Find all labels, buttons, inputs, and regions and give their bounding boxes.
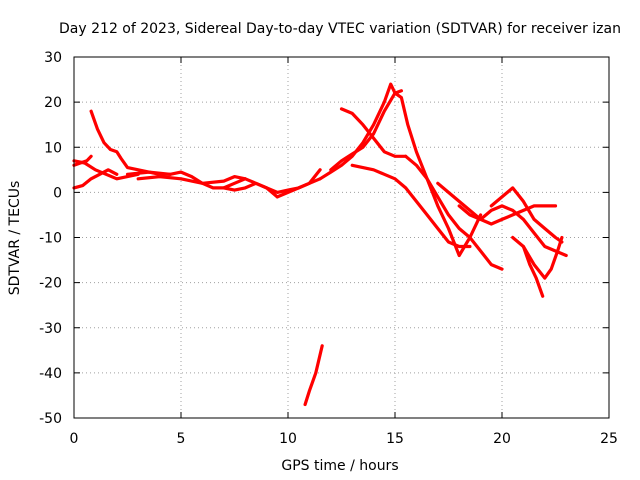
series-arc-11 — [329, 89, 403, 172]
x-tick-label: 10 — [279, 431, 297, 447]
series-arc-4 — [89, 109, 172, 176]
series-arc-3 — [72, 154, 93, 167]
series-arc-14 — [393, 91, 483, 258]
y-tick-label: -20 — [39, 276, 62, 292]
series-layer — [72, 82, 568, 407]
chart-title: Day 212 of 2023, Sidereal Day-to-day VTE… — [59, 21, 621, 37]
x-tick-label: 0 — [70, 431, 79, 447]
y-tick-label: 10 — [44, 140, 62, 156]
series-arc-2 — [72, 168, 119, 190]
series-arc-13 — [350, 163, 472, 249]
y-tick-label: 0 — [53, 185, 62, 201]
y-tick-label: 30 — [44, 50, 62, 66]
y-tick-label: -10 — [39, 231, 62, 247]
y-axis-label: SDTVAR / TECUs — [7, 181, 23, 296]
series-arc-15 — [404, 154, 504, 271]
series-arc-20 — [521, 244, 545, 298]
x-tick-label: 5 — [177, 431, 186, 447]
y-tick-label: -40 — [39, 366, 62, 382]
grid — [74, 57, 609, 418]
series-arc-5 — [125, 170, 247, 190]
series-arc-17 — [457, 204, 568, 258]
x-tick-label: 25 — [600, 431, 618, 447]
series-arc-9 — [303, 344, 324, 407]
series-arc-8 — [275, 168, 322, 199]
series-arc-10 — [318, 82, 397, 181]
x-tick-label: 15 — [386, 431, 404, 447]
series-arc-18 — [489, 186, 564, 244]
y-tick-label: -30 — [39, 321, 62, 337]
ticks: 0 5 10 15 20 25 -50 -40 -30 -20 -10 0 10 20 30 — [39, 50, 618, 447]
series-arc-12 — [339, 107, 408, 158]
x-axis-label: GPS time / hours — [281, 458, 398, 474]
y-tick-label: -50 — [39, 411, 62, 427]
x-tick-label: 20 — [493, 431, 511, 447]
y-tick-label: 20 — [44, 95, 62, 111]
series-arc-19 — [511, 235, 564, 280]
series-arc-16 — [436, 181, 558, 226]
